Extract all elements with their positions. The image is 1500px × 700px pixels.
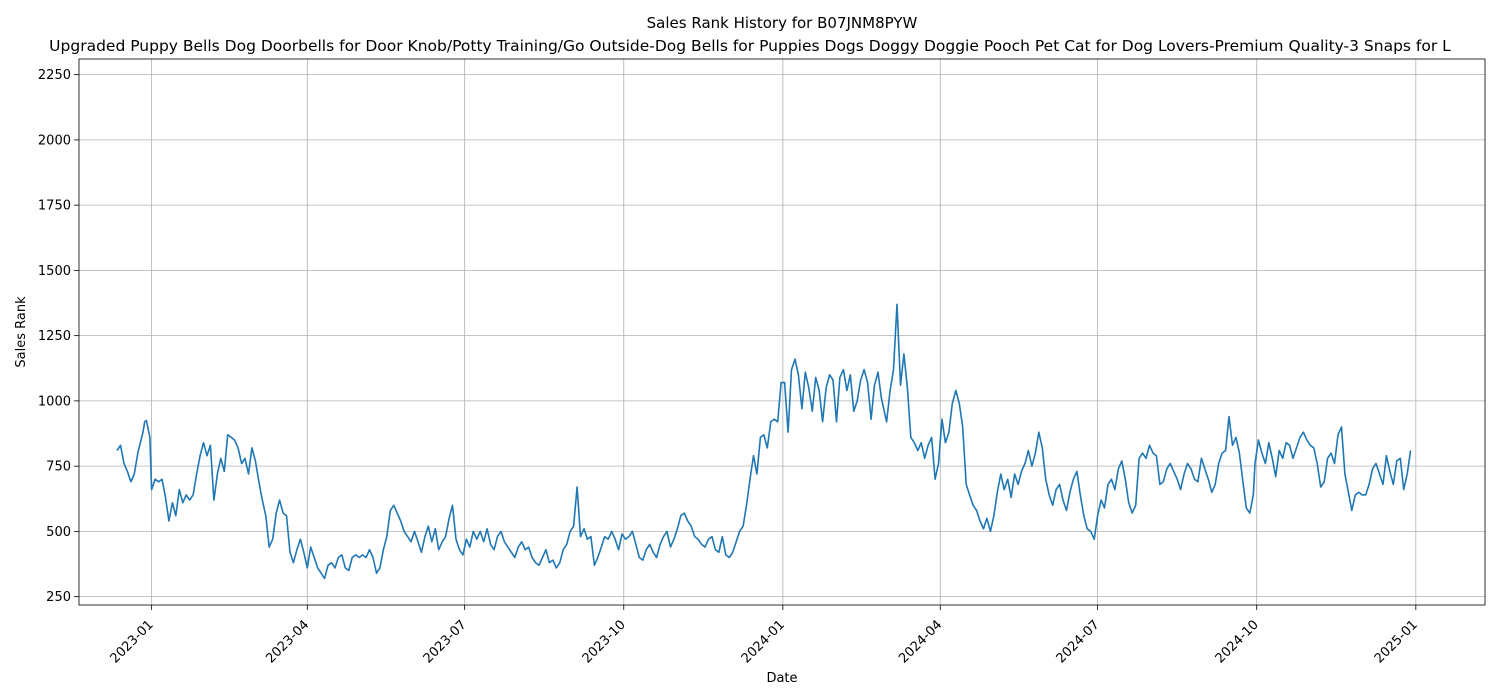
- chart-title: Sales Rank History for B07JNM8PYW: [647, 14, 918, 32]
- y-tick-label: 750: [46, 460, 71, 475]
- x-tick-label: 2023-10: [580, 617, 629, 666]
- x-tick-label: 2023-04: [263, 617, 312, 666]
- y-tick-label: 1250: [38, 329, 71, 344]
- x-tick-label: 2024-07: [1054, 617, 1103, 666]
- y-axis-label: Sales Rank: [14, 296, 29, 368]
- y-tick-label: 250: [46, 590, 71, 605]
- y-tick-label: 1500: [38, 264, 71, 279]
- series-line-layer: [116, 303, 1412, 580]
- y-tick-label: 2250: [38, 68, 71, 83]
- x-tick-label: 2024-04: [896, 617, 945, 666]
- x-tick-label: 2023-01: [108, 617, 157, 666]
- x-tick-label: 2024-10: [1213, 617, 1262, 666]
- series-line: [116, 303, 1412, 580]
- x-tick-label: 2025-01: [1372, 617, 1421, 666]
- x-axis-label: Date: [766, 671, 797, 686]
- y-tick-label: 1000: [38, 394, 71, 409]
- y-tick-label: 2000: [38, 133, 71, 148]
- x-tick-label: 2023-07: [421, 617, 470, 666]
- y-tick-label: 500: [46, 525, 71, 540]
- x-tick-label: 2024-01: [739, 617, 788, 666]
- axis-ticks: 2023-01 2023-04 2023-07 2023-10 2024-01 2024-…: [38, 68, 1421, 666]
- chart-subtitle: Upgraded Puppy Bells Dog Doorbells for D…: [49, 37, 1451, 55]
- plot-frame: [78, 58, 1486, 606]
- grid-lines: [79, 59, 1485, 605]
- y-tick-label: 1750: [38, 199, 71, 214]
